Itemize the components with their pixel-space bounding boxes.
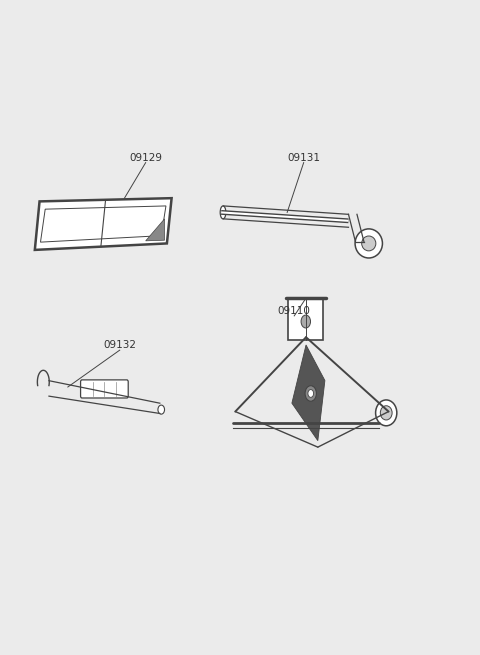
Polygon shape (145, 219, 165, 241)
Text: 09129: 09129 (129, 153, 162, 162)
Ellipse shape (376, 400, 397, 426)
Bar (288, 299, 324, 341)
Ellipse shape (220, 206, 226, 219)
Polygon shape (292, 345, 325, 441)
Ellipse shape (355, 229, 383, 258)
Text: 09110: 09110 (278, 306, 311, 316)
Polygon shape (35, 198, 172, 250)
Circle shape (305, 386, 316, 402)
Text: 09131: 09131 (287, 153, 320, 162)
Circle shape (301, 315, 311, 328)
Circle shape (158, 405, 165, 414)
Text: 09132: 09132 (103, 340, 136, 350)
Ellipse shape (380, 405, 392, 420)
Circle shape (308, 390, 313, 398)
FancyBboxPatch shape (81, 380, 128, 398)
Ellipse shape (362, 236, 376, 251)
